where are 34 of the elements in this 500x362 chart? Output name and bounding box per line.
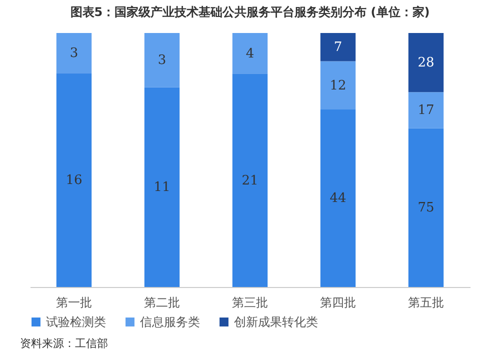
x-tick-label: 第四批 [320, 296, 356, 310]
bar [408, 128, 444, 287]
bar [320, 61, 356, 110]
annotation: 3 [158, 53, 166, 68]
bar [232, 33, 268, 74]
bar [56, 73, 92, 287]
annotation: 28 [418, 56, 434, 71]
bar [56, 33, 92, 74]
bar [144, 87, 180, 287]
x-tick-label: 第二批 [144, 296, 180, 310]
legend-label: 试验检测类 [46, 315, 106, 329]
annotation: 21 [242, 173, 258, 188]
bar [320, 109, 356, 287]
annotation: 4 [246, 46, 254, 62]
bar [408, 92, 444, 128]
x-tick-label: 第五批 [408, 296, 444, 310]
bar [144, 33, 180, 88]
annotation: 44 [330, 191, 346, 206]
annotation: 11 [154, 180, 170, 196]
annotation: 17 [418, 103, 434, 118]
annotation: 16 [66, 173, 82, 188]
bar [408, 33, 444, 92]
x-tick-label: 第一批 [56, 296, 92, 310]
annotation: 75 [418, 200, 434, 216]
annotation: 3 [70, 46, 78, 62]
bar [232, 74, 268, 287]
chart-title: 图表5：国家级产业技术基础公共服务平台服务类别分布 (单位：家) [70, 5, 430, 19]
annotation: 7 [334, 40, 342, 56]
text: 资料来源：工信部 [20, 336, 108, 351]
x-tick-label: 第三批 [232, 296, 268, 310]
annotation: 12 [330, 78, 346, 94]
bar [320, 33, 356, 62]
legend-label: 创新成果转化类 [234, 315, 318, 329]
legend-label: 信息服务类 [140, 315, 200, 329]
